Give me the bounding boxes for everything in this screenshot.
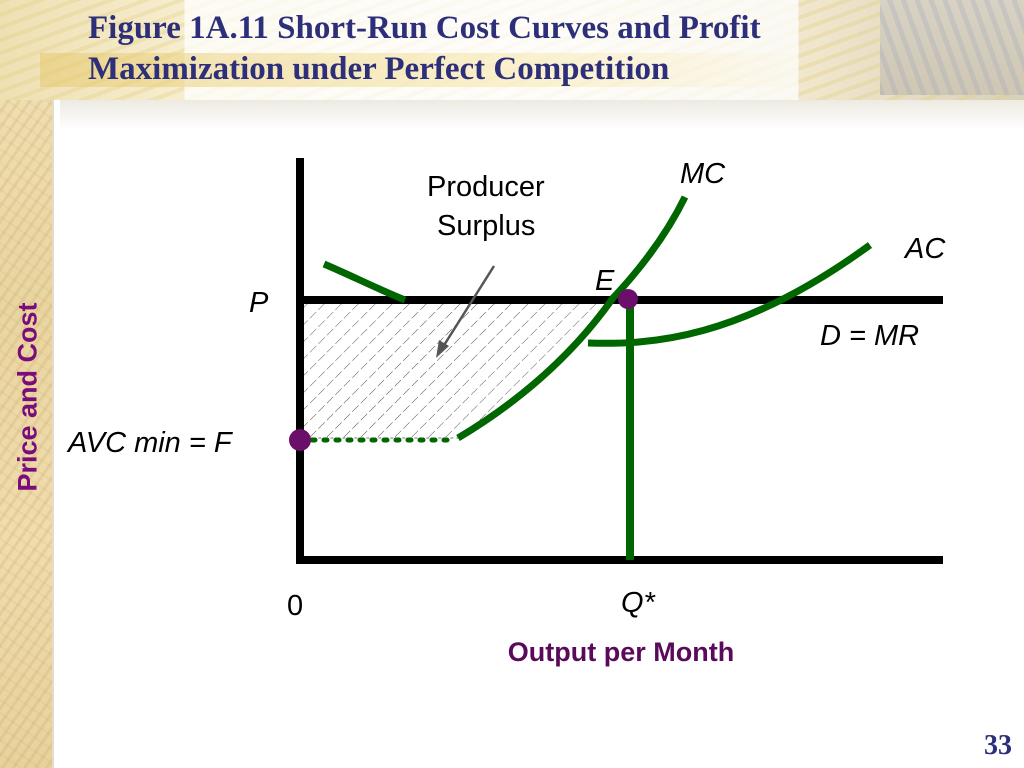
producer-surplus-label-line1: Producer	[427, 171, 545, 203]
x-axis-title: Output per Month	[507, 637, 735, 667]
slide-number: 33	[984, 730, 1012, 761]
producer-surplus-label-line2: Surplus	[437, 210, 535, 242]
mc-label: MC	[680, 158, 726, 190]
equilibrium-point	[618, 289, 638, 309]
surplus-arrowhead	[436, 340, 449, 358]
left-decorative-strip	[0, 0, 52, 768]
top-right-decoration	[880, 0, 1024, 95]
title-highlight-band	[40, 53, 820, 87]
slide-title: Figure 1A.11 Short-Run Cost Curves and P…	[88, 10, 761, 87]
demand-label: D = MR	[820, 320, 919, 352]
producer-surplus-area	[299, 297, 614, 439]
ac-label: AC	[903, 233, 946, 265]
ac-curve	[587, 242, 873, 347]
band-shadow	[60, 100, 1024, 130]
equilibrium-label: E	[595, 265, 615, 297]
quantity-label: Q*	[621, 587, 657, 619]
y-axis-title: Price and Cost	[12, 302, 43, 492]
origin-label: 0	[287, 590, 303, 622]
strip-divider	[52, 0, 54, 768]
mc-curve	[322, 195, 689, 442]
avc-min-point	[289, 429, 311, 451]
price-label: P	[249, 287, 269, 319]
surplus-arrow	[439, 265, 496, 351]
avc-min-label: AVC min = F	[66, 427, 234, 459]
